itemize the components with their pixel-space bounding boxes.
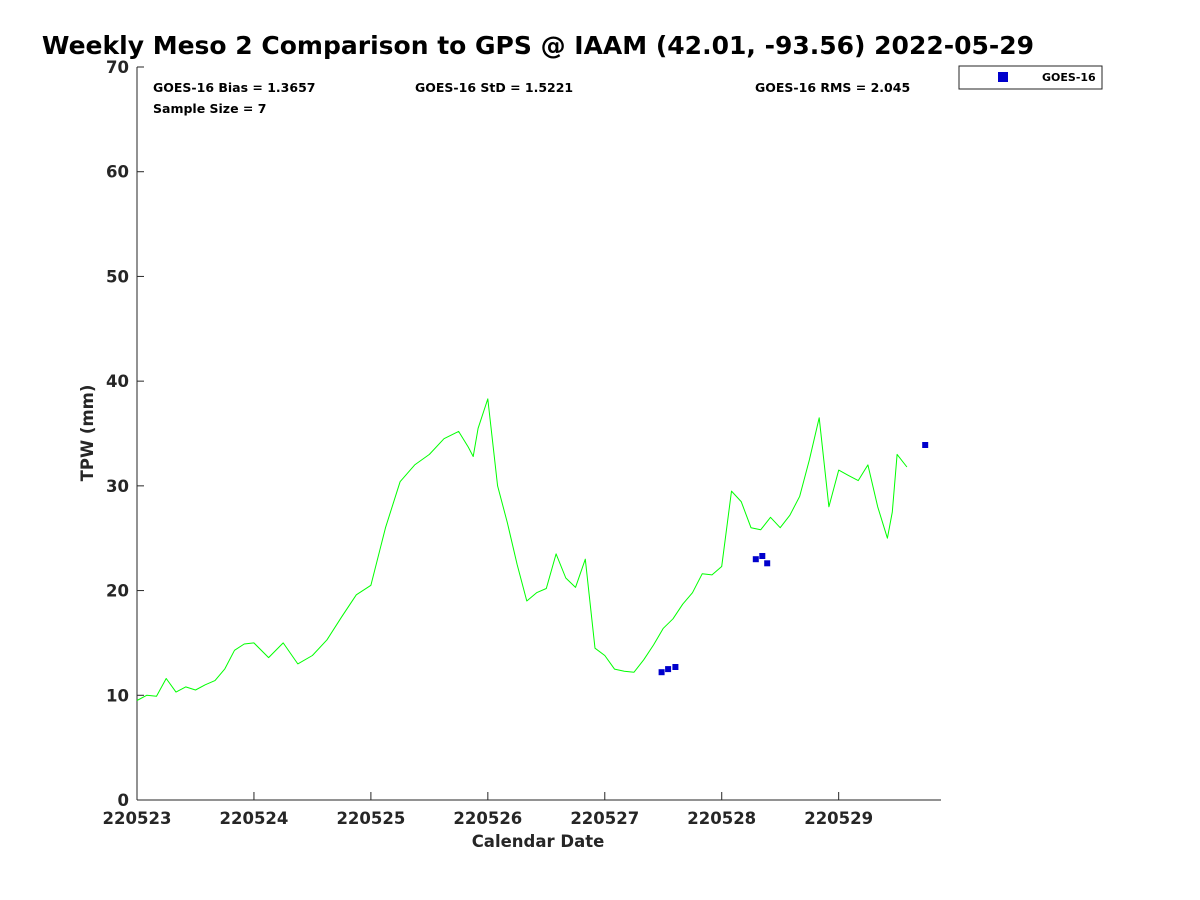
sample-size-annotation: Sample Size = 7 <box>153 101 266 116</box>
goes16-point <box>752 556 759 563</box>
bias-annotation: GOES-16 Bias = 1.3657 <box>153 80 315 95</box>
y-axis-label: TPW (mm) <box>78 385 97 482</box>
gps-tpw-line <box>136 398 908 701</box>
goes16-point <box>672 664 679 670</box>
x-axis-label: Calendar Date <box>472 832 605 851</box>
series-layer <box>136 398 929 701</box>
y-ticks: 0 10 20 30 40 50 60 70 <box>106 58 144 810</box>
goes16-point <box>764 560 771 567</box>
x-ticks: 220523 220524 220525 220526 220527 220528 2205… <box>103 792 873 828</box>
legend-marker-goes16 <box>998 72 1008 82</box>
axes-background <box>137 67 941 800</box>
chart-title: Weekly Meso 2 Comparison to GPS @ IAAM (… <box>42 31 1034 60</box>
y-tick-label: 50 <box>106 267 129 286</box>
x-tick-label: 220524 <box>220 809 289 828</box>
legend: GOES-16 <box>958 65 1103 90</box>
y-tick-label: 0 <box>118 791 129 810</box>
goes16-point <box>759 553 766 559</box>
rms-annotation: GOES-16 RMS = 2.045 <box>755 80 910 95</box>
y-tick-label: 10 <box>106 686 129 705</box>
x-tick-label: 220529 <box>804 809 873 828</box>
y-tick-label: 20 <box>106 582 129 601</box>
goes16-point <box>658 669 665 676</box>
x-tick-label: 220523 <box>103 809 172 828</box>
goes16-point <box>922 442 929 448</box>
y-tick-label: 30 <box>106 477 129 496</box>
y-tick-label: 70 <box>106 58 129 77</box>
x-tick-label: 220528 <box>687 809 756 828</box>
plot-area <box>136 67 941 801</box>
y-tick-label: 40 <box>106 372 129 391</box>
x-tick-label: 220525 <box>336 809 405 828</box>
legend-label-goes16: GOES-16 <box>1042 71 1096 84</box>
legend-box <box>958 65 1103 90</box>
x-tick-label: 220526 <box>453 809 522 828</box>
stats-annotations: GOES-16 Bias = 1.3657 GOES-16 StD = 1.52… <box>153 80 910 116</box>
y-tick-label: 60 <box>106 163 129 182</box>
std-annotation: GOES-16 StD = 1.5221 <box>415 80 573 95</box>
x-tick-label: 220527 <box>570 809 639 828</box>
goes16-point <box>665 666 672 673</box>
